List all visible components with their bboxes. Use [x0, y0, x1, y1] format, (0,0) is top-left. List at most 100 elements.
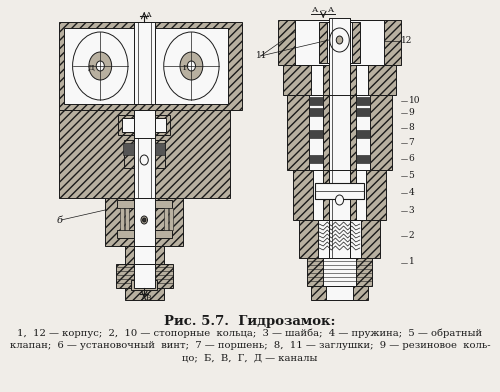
Text: 9: 9 — [408, 107, 414, 116]
Bar — [311, 65, 368, 95]
Circle shape — [330, 28, 349, 52]
Text: 1,  12 — корпус;  2,  10 — стопорные  кольца;  3 — шайба;  4 — пружина;  5 — обр: 1, 12 — корпус; 2, 10 — стопорные кольца… — [18, 329, 482, 339]
Bar — [356, 130, 370, 138]
Bar — [120, 208, 124, 230]
Text: 12: 12 — [400, 36, 412, 45]
Bar — [124, 288, 164, 300]
Bar — [124, 208, 129, 230]
Bar — [312, 170, 366, 220]
Bar — [307, 258, 372, 286]
Bar — [134, 198, 155, 246]
Bar — [155, 115, 170, 135]
Circle shape — [96, 61, 104, 71]
Bar — [134, 110, 155, 198]
Bar — [308, 108, 323, 116]
Text: 11: 11 — [256, 51, 267, 60]
Text: 3: 3 — [408, 205, 414, 214]
Text: 2: 2 — [408, 230, 414, 240]
Bar — [356, 108, 370, 116]
Bar — [329, 18, 350, 258]
Bar — [116, 200, 172, 208]
Circle shape — [336, 36, 343, 44]
Circle shape — [89, 52, 112, 80]
Bar — [329, 170, 350, 220]
Bar — [122, 118, 134, 132]
Text: А – А: А – А — [312, 6, 334, 14]
Bar — [155, 110, 230, 198]
Text: Г: Г — [182, 64, 188, 72]
Bar — [308, 155, 323, 163]
Text: Рис. 5.7.  Гидрозамок:: Рис. 5.7. Гидрозамок: — [164, 315, 336, 328]
Text: клапан;  6 — установочный  винт;  7 — поршень;  8,  11 — заглушки;  9 — резиново: клапан; 6 — установочный винт; 7 — порше… — [10, 341, 490, 350]
Bar — [329, 95, 350, 170]
Bar — [323, 65, 356, 95]
Bar — [328, 22, 351, 63]
Bar — [59, 110, 134, 198]
Bar — [329, 220, 350, 258]
Bar — [326, 286, 353, 300]
Bar — [134, 264, 155, 288]
Bar — [105, 198, 184, 246]
Circle shape — [164, 32, 219, 100]
Bar — [116, 230, 172, 238]
Circle shape — [188, 61, 196, 71]
Bar — [293, 170, 386, 220]
Bar — [155, 143, 166, 155]
Bar — [315, 183, 364, 199]
Text: 4: 4 — [408, 187, 414, 196]
Bar — [59, 22, 242, 110]
Bar — [134, 22, 155, 104]
Text: 7: 7 — [408, 138, 414, 147]
Bar — [308, 97, 323, 105]
Text: 6: 6 — [408, 154, 414, 163]
Bar — [134, 246, 155, 264]
Bar — [136, 28, 155, 104]
Text: А: А — [146, 11, 152, 19]
Bar — [282, 65, 397, 95]
Circle shape — [336, 195, 344, 205]
Bar — [116, 264, 172, 288]
Bar — [299, 220, 380, 258]
Circle shape — [180, 52, 203, 80]
Bar — [123, 143, 134, 155]
Bar — [134, 140, 155, 168]
Bar — [124, 246, 164, 264]
Text: В: В — [146, 294, 152, 302]
Bar — [124, 140, 164, 168]
Bar — [319, 22, 360, 63]
Bar — [164, 208, 168, 230]
Bar — [64, 28, 136, 104]
Text: б: б — [56, 216, 62, 225]
Bar — [168, 208, 172, 230]
Bar — [310, 95, 370, 170]
Bar — [134, 138, 155, 198]
Bar — [318, 220, 362, 258]
Bar — [311, 286, 368, 300]
Text: 5: 5 — [408, 171, 414, 180]
Bar — [118, 115, 134, 135]
Text: 1: 1 — [408, 258, 414, 267]
Bar — [155, 28, 228, 104]
Bar — [131, 280, 157, 290]
Circle shape — [72, 32, 128, 100]
Bar — [323, 170, 356, 220]
Bar — [278, 20, 400, 65]
Text: Д: Д — [88, 64, 94, 72]
Bar — [295, 20, 384, 65]
Bar — [323, 95, 356, 170]
Text: цо;  Б,  В,  Г,  Д — каналы: цо; Б, В, Г, Д — каналы — [182, 353, 318, 362]
Bar — [286, 95, 393, 170]
Bar — [323, 258, 356, 286]
Text: 10: 10 — [408, 96, 420, 105]
Circle shape — [142, 218, 146, 222]
Circle shape — [140, 155, 148, 165]
Bar — [356, 155, 370, 163]
Text: 8: 8 — [408, 123, 414, 131]
Text: А: А — [141, 294, 146, 302]
Bar — [155, 118, 166, 132]
Circle shape — [141, 216, 148, 224]
Bar — [329, 65, 350, 95]
Bar — [134, 110, 155, 122]
Bar — [308, 130, 323, 138]
Bar — [356, 97, 370, 105]
